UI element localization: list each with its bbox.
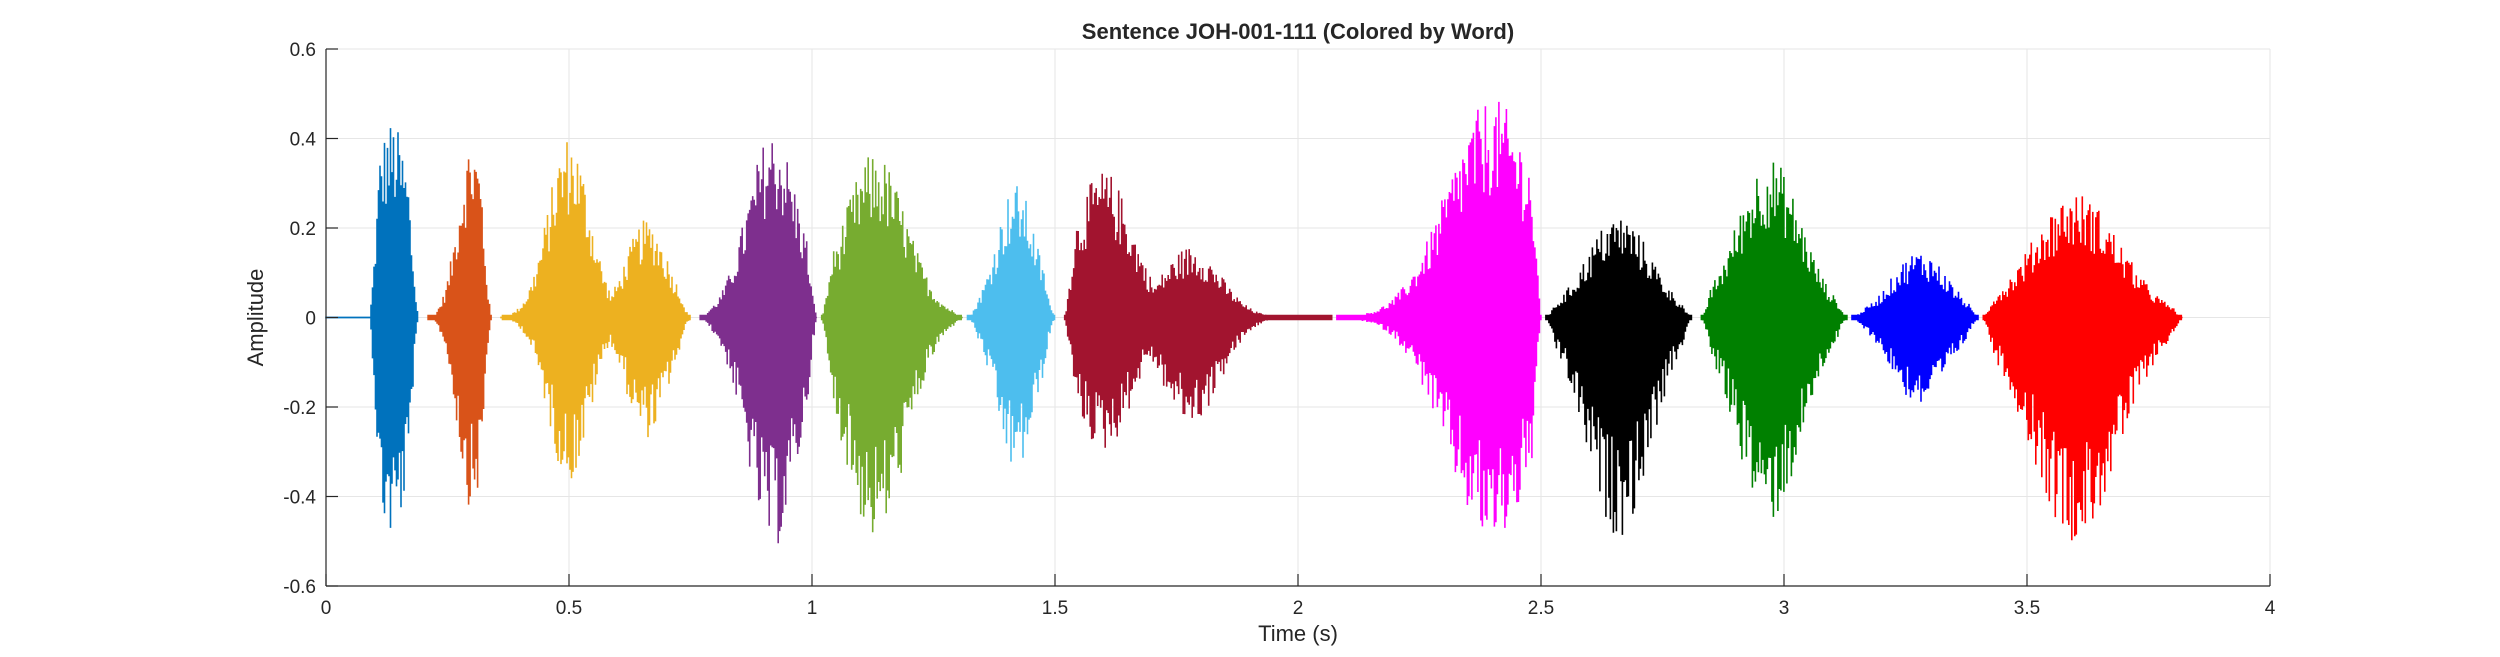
waveform-segment-9: [1545, 220, 1693, 535]
x-tick-label: 3: [1779, 598, 1790, 619]
waveform-segment-5: [820, 157, 963, 533]
x-tick-label: 2.5: [1528, 598, 1554, 619]
y-tick-label: -0.2: [283, 398, 316, 419]
y-tick-label: 0.6: [290, 40, 316, 61]
axes: [325, 48, 2271, 587]
waveform-segment-12: [1982, 196, 2183, 541]
waveform-segment-3: [500, 142, 691, 479]
waveform-segment-10: [1700, 162, 1848, 517]
x-tick-label: 3.5: [2014, 598, 2040, 619]
y-tick-label: -0.6: [283, 577, 316, 598]
x-tick-label: 1: [807, 598, 818, 619]
x-tick-label: 0.5: [556, 598, 582, 619]
tick-labels: 0 0.5 1 1.5 2 2.5 3 3.5 4 -0.6 -0.4 -0.2 0 0.2 0.4 0.6: [283, 40, 2275, 619]
x-tick-label: 1.5: [1042, 598, 1068, 619]
waveform-segment-2: [427, 159, 492, 505]
x-tick-label: 2: [1293, 598, 1304, 619]
y-tick-label: 0.2: [290, 219, 316, 240]
waveform-segment-8: [1336, 101, 1542, 528]
y-tick-label: -0.4: [283, 488, 316, 509]
y-axis-label: Amplitude: [243, 269, 268, 367]
x-tick-label: 0: [321, 598, 332, 619]
waveform-series: [325, 101, 2183, 544]
x-axis-label: Time (s): [1258, 621, 1338, 646]
waveform-segment-7: [1063, 173, 1333, 448]
waveform-segment-6: [966, 186, 1056, 462]
chart-title: Sentence JOH-001-111 (Colored by Word): [1082, 19, 1514, 44]
waveform-segment-4: [699, 143, 817, 544]
y-tick-label: 0.4: [290, 130, 317, 151]
y-tick-label: 0: [305, 309, 316, 330]
waveform-segment-11: [1851, 255, 1979, 402]
x-tick-label: 4: [2265, 598, 2276, 619]
